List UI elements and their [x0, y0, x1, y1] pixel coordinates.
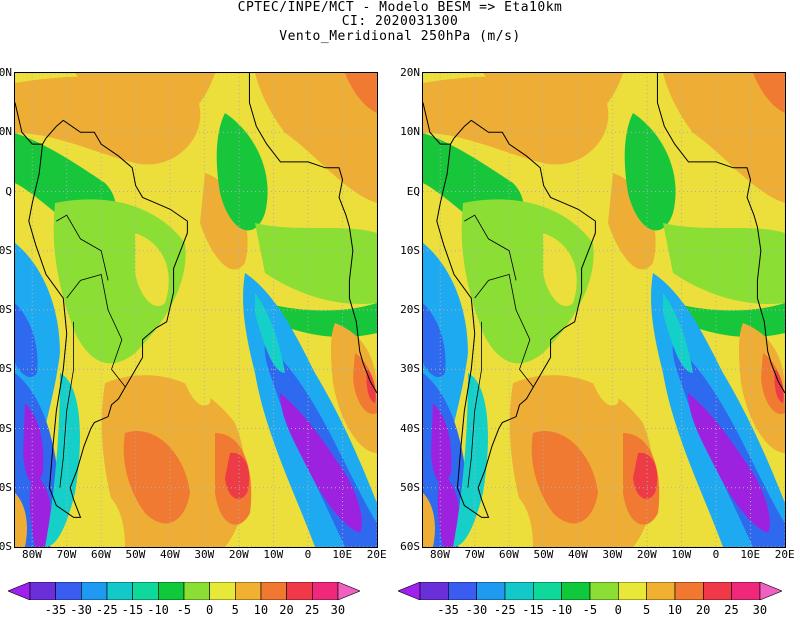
lat-label: 10S — [400, 243, 420, 257]
colorbar-tick-label: 30 — [330, 603, 346, 617]
lat-label: 0S — [0, 303, 12, 316]
lon-label: 30W — [194, 548, 215, 561]
colorbar-tick-label: 25 — [304, 603, 320, 617]
colorbar-tick-label: -15 — [522, 603, 544, 617]
map-panel-right — [422, 72, 786, 548]
lon-label: 10E — [740, 548, 761, 561]
lon-label: 0 — [712, 548, 720, 561]
title-line-2: CI: 2020031300 — [341, 14, 459, 29]
lat-label: 0N — [0, 66, 12, 79]
colorbar-tick-label: -30 — [70, 603, 92, 617]
lat-label: 0S — [0, 421, 12, 435]
lat-label: 50S — [400, 480, 420, 494]
lat-label: 10N — [400, 125, 420, 139]
lon-label: 0 — [304, 548, 312, 561]
colorbar-tick-label: 25 — [724, 603, 739, 617]
colorbar-tick-label: -5 — [582, 603, 598, 617]
lon-label: 20E — [774, 548, 795, 561]
colorbar-tick-label: -10 — [550, 603, 573, 617]
map-panel-left — [14, 72, 378, 548]
wind-field-map-left — [15, 73, 377, 547]
lon-label: 20W — [636, 548, 657, 561]
title-line-1: CPTEC/INPE/MCT - Modelo BESM => Eta10km — [237, 0, 563, 15]
lon-label: 20E — [366, 548, 387, 561]
lon-label: 60W — [90, 548, 111, 561]
lon-label: 50W — [125, 548, 146, 561]
lat-label: 20N — [400, 66, 420, 79]
lon-label: 70W — [56, 548, 77, 561]
lon-label: 70W — [464, 548, 485, 561]
colorbar-tick-label: 10 — [667, 603, 683, 617]
lat-label: 0N — [0, 125, 12, 139]
colorbar-tick-label: 20 — [695, 603, 711, 617]
colorbar-tick-label: 0 — [614, 603, 622, 617]
lon-label: 10E — [332, 548, 353, 561]
colorbar-tick-label: 10 — [253, 603, 269, 617]
colorbar-tick-label: 5 — [231, 603, 239, 617]
colorbar-tick-label: -25 — [493, 603, 516, 617]
lon-label: 30W — [602, 548, 623, 561]
colorbar-tick-label: -35 — [437, 603, 459, 617]
colorbar-tick-label: -5 — [176, 603, 192, 617]
lat-label: 30S — [400, 362, 420, 376]
colorbar-tick-label: 20 — [279, 603, 294, 617]
lon-label: 10W — [263, 548, 284, 561]
lat-label: 0S — [0, 243, 12, 257]
lon-label: 50W — [533, 548, 554, 561]
colorbar-tick-label: 0 — [205, 603, 214, 617]
colorbar-tick-label: 5 — [642, 603, 651, 617]
colorbar-tick-label: 30 — [752, 603, 768, 617]
colorbar-tick-label: -25 — [95, 603, 118, 617]
lat-label: 40S — [400, 421, 420, 435]
lat-label: 60S — [400, 540, 420, 553]
colorbar-right — [398, 582, 782, 600]
colorbar-tick-label: -30 — [465, 603, 488, 617]
lon-label: 20W — [228, 548, 249, 561]
lat-label: 0S — [0, 362, 12, 376]
lon-label: 80W — [22, 548, 42, 561]
lat-label: 0S — [0, 540, 12, 553]
lon-label: 40W — [567, 548, 588, 561]
title-line-3: Vento_Meridional 250hPa (m/s) — [279, 29, 521, 44]
lat-label: 20S — [400, 303, 420, 316]
colorbar-tick-label: -35 — [44, 603, 67, 617]
colorbar-tick-label: -15 — [121, 603, 144, 617]
lat-label: EQ — [406, 184, 420, 198]
lat-label: 0S — [0, 480, 12, 494]
colorbar-left — [8, 582, 360, 600]
lon-label: 10W — [671, 548, 692, 561]
lat-label: Q — [5, 184, 12, 198]
wind-field-map-right — [423, 73, 785, 547]
lon-label: 60W — [498, 548, 519, 561]
lon-label: 40W — [159, 548, 180, 561]
lon-label: 80W — [430, 548, 450, 561]
colorbar-tick-label: -10 — [147, 603, 169, 617]
